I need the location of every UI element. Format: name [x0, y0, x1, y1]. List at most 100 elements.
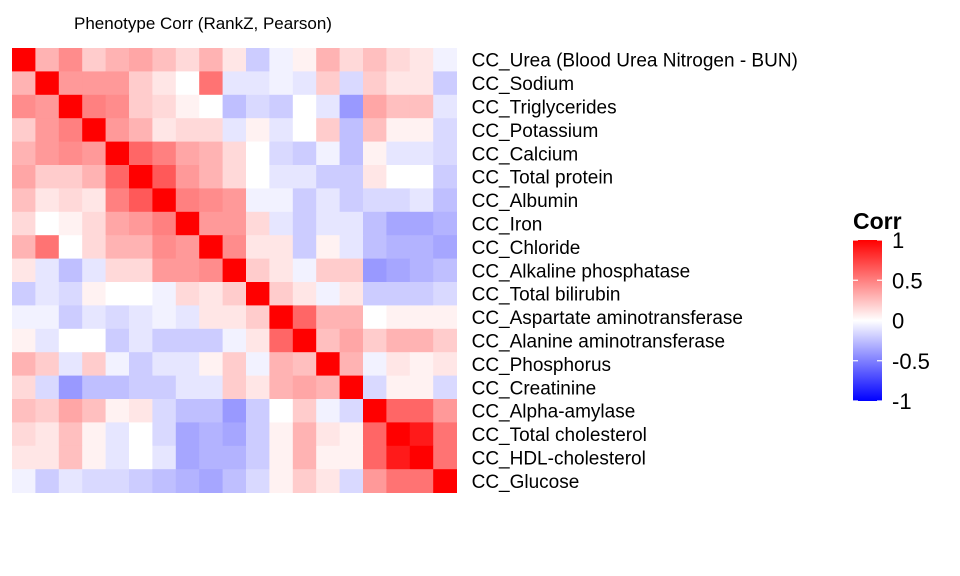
heatmap-cell [363, 422, 387, 447]
heatmap-cell [58, 94, 83, 119]
heatmap-cells [12, 48, 457, 493]
heatmap-cell [35, 305, 60, 330]
heatmap-cell [152, 282, 177, 306]
heatmap-cell [175, 118, 200, 142]
heatmap-cell [82, 71, 106, 96]
heatmap-cell [409, 235, 434, 259]
heatmap-cell [129, 165, 153, 189]
heatmap-cell [339, 165, 364, 189]
heatmap-cell [152, 71, 177, 96]
heatmap-cell [129, 118, 153, 142]
heatmap-cell [386, 141, 411, 166]
heatmap-cell [409, 211, 434, 236]
heatmap-cell [105, 71, 130, 96]
heatmap-cell [269, 188, 294, 213]
heatmap-cell [12, 469, 36, 493]
heatmap-cell [409, 165, 434, 189]
heatmap-cell [12, 422, 36, 447]
heatmap-cell [433, 48, 457, 72]
heatmap-cell [175, 375, 200, 400]
heatmap-cell [409, 328, 434, 353]
heatmap-cell [246, 469, 270, 493]
heatmap-cell [129, 399, 153, 423]
heatmap-cell [386, 165, 411, 189]
heatmap-cell [269, 211, 294, 236]
heatmap-cell [58, 235, 83, 259]
heatmap-cell [409, 258, 434, 283]
heatmap-cell [316, 328, 340, 353]
heatmap-cell [222, 328, 247, 353]
heatmap-cell [339, 282, 364, 306]
row-label: CC_HDL-cholesterol [472, 449, 646, 470]
heatmap-cell [175, 71, 200, 96]
heatmap-cell [82, 422, 106, 447]
heatmap-cell [12, 328, 36, 353]
heatmap-cell [129, 305, 153, 330]
heatmap-cell [82, 141, 106, 166]
heatmap-cell [316, 399, 340, 423]
heatmap-cell [339, 71, 364, 96]
heatmap-cell [129, 375, 153, 400]
heatmap-cell [58, 305, 83, 330]
heatmap-cell [12, 211, 36, 236]
heatmap-cell [433, 235, 457, 259]
color-legend: Corr 1 0.5 0 -0.5 -1 [853, 208, 930, 414]
heatmap-cell [316, 282, 340, 306]
legend-ticks: 1 0.5 0 -0.5 -1 [853, 228, 930, 414]
row-label: CC_Alkaline phosphatase [472, 261, 691, 282]
heatmap-cell [35, 258, 60, 283]
heatmap-cell [269, 258, 294, 283]
heatmap-cell [386, 118, 411, 142]
heatmap-cell [58, 258, 83, 283]
heatmap-cell [35, 188, 60, 213]
heatmap-cell [175, 94, 200, 119]
heatmap-cell [35, 94, 60, 119]
heatmap-cell [292, 118, 317, 142]
heatmap-cell [105, 118, 130, 142]
heatmap-cell [433, 94, 457, 119]
heatmap-cell [363, 165, 387, 189]
heatmap-cell [269, 328, 294, 353]
heatmap-cell [386, 399, 411, 423]
heatmap-cell [12, 375, 36, 400]
heatmap-cell [292, 399, 317, 423]
heatmap-cell [409, 469, 434, 493]
heatmap-cell [246, 445, 270, 470]
heatmap-cell [246, 165, 270, 189]
heatmap-cell [222, 48, 247, 72]
heatmap-cell [222, 188, 247, 213]
heatmap-cell [316, 305, 340, 330]
heatmap-cell [35, 399, 60, 423]
heatmap-cell [246, 118, 270, 142]
heatmap-cell [12, 445, 36, 470]
heatmap-cell [35, 235, 60, 259]
heatmap-cell [105, 165, 130, 189]
heatmap-cell [82, 445, 106, 470]
heatmap-cell [316, 375, 340, 400]
heatmap-cell [12, 235, 36, 259]
row-label: CC_Calcium [472, 144, 579, 165]
legend-tick-label: 0 [892, 309, 904, 334]
heatmap-cell [246, 399, 270, 423]
heatmap-cell [246, 328, 270, 353]
row-label: CC_Aspartate aminotransferase [472, 308, 743, 329]
heatmap-cell [339, 399, 364, 423]
heatmap-cell [58, 282, 83, 306]
heatmap-cell [35, 445, 60, 470]
heatmap-cell [152, 328, 177, 353]
heatmap-cell [386, 422, 411, 447]
heatmap-cell [316, 352, 340, 376]
heatmap-cell [316, 469, 340, 493]
heatmap-cell [339, 48, 364, 72]
heatmap-cell [35, 328, 60, 353]
heatmap-cell [433, 399, 457, 423]
heatmap-cell [175, 211, 200, 236]
heatmap-cell [58, 469, 83, 493]
heatmap-cell [152, 211, 177, 236]
row-label: CC_Alpha-amylase [472, 402, 636, 423]
row-label: CC_Albumin [472, 191, 579, 212]
heatmap-cell [386, 328, 411, 353]
heatmap-cell [246, 211, 270, 236]
heatmap-cell [12, 141, 36, 166]
heatmap-cell [386, 445, 411, 470]
